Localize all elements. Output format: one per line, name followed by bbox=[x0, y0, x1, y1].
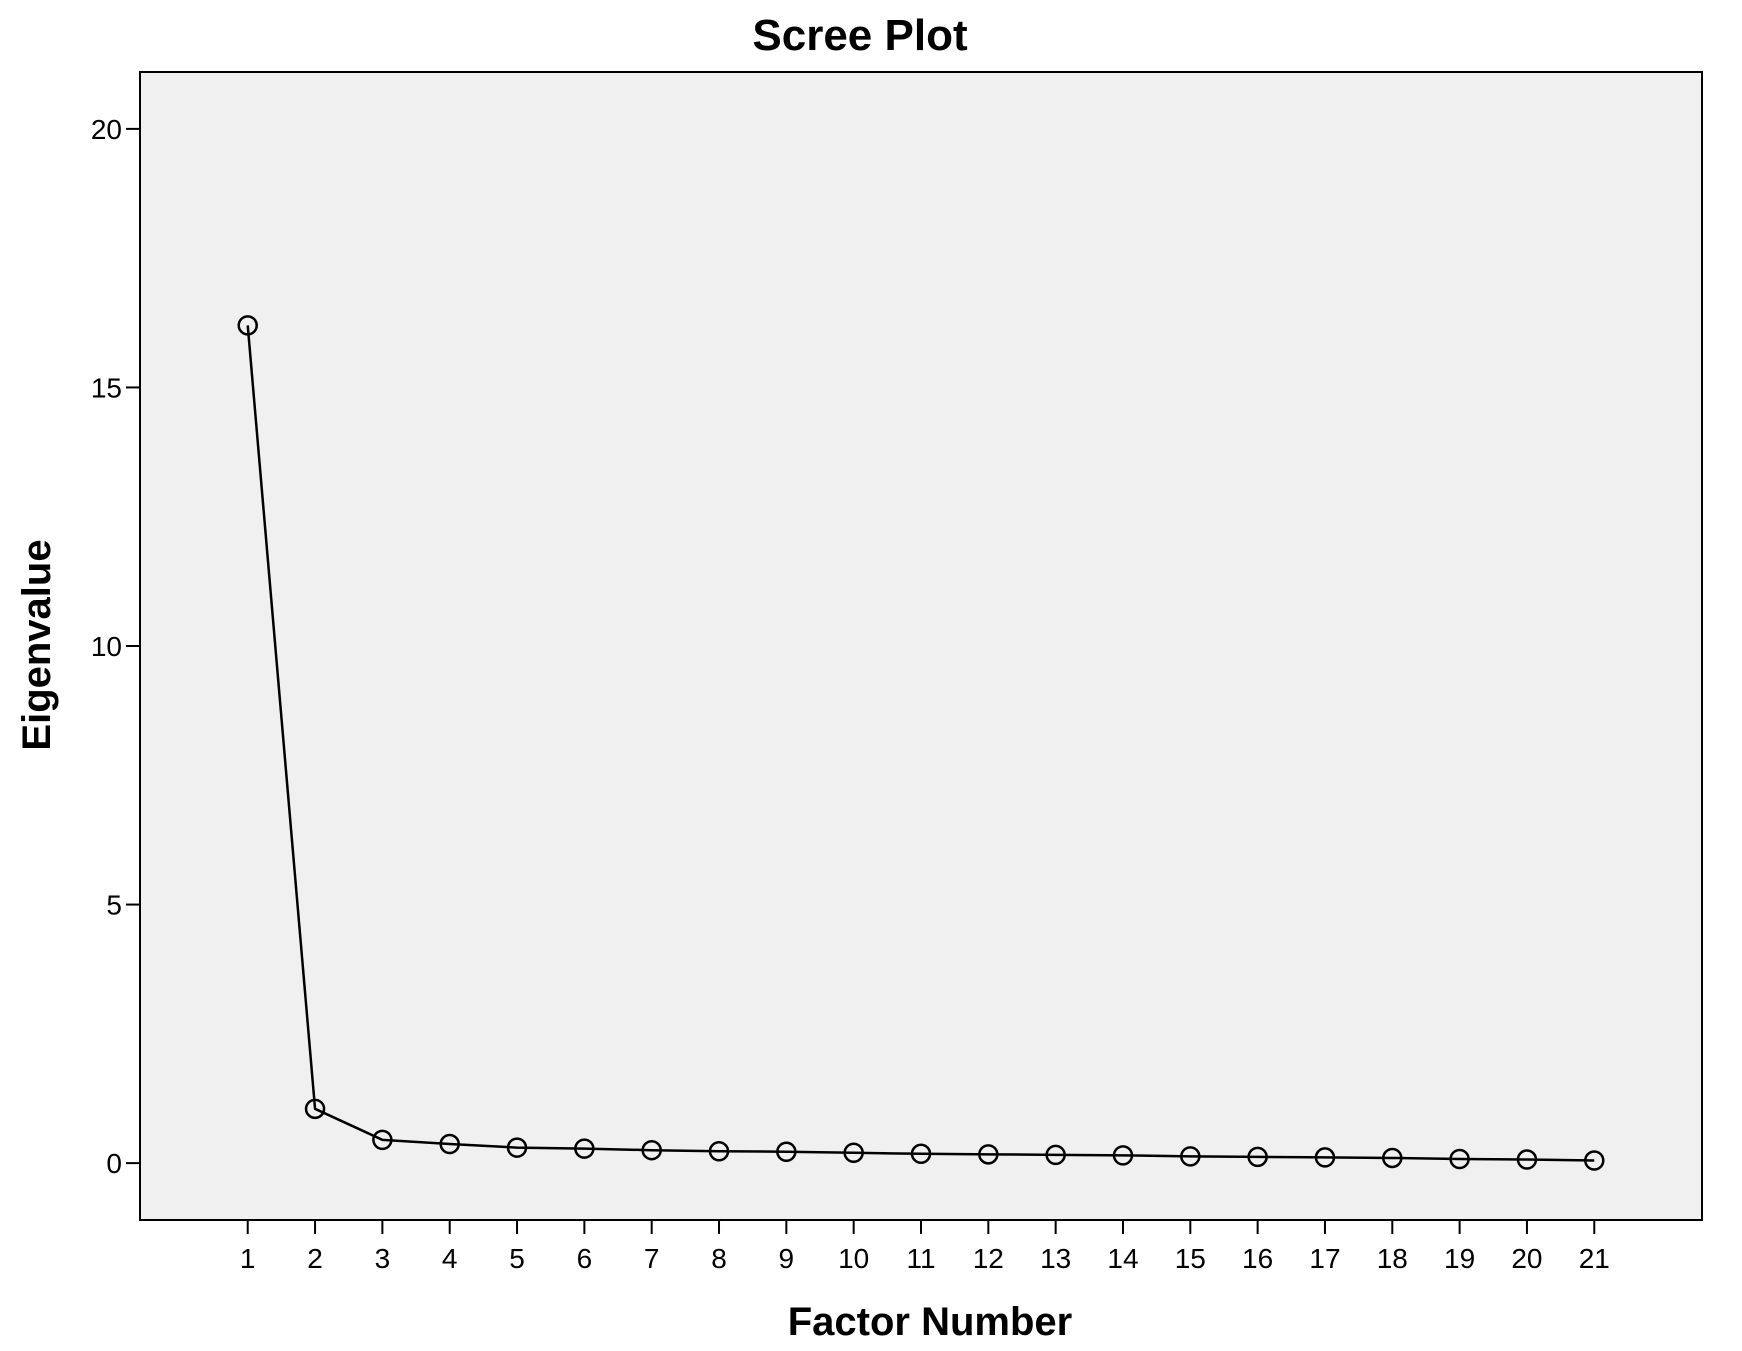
x-tick-label: 20 bbox=[1511, 1243, 1542, 1274]
x-axis-ticks: 1 2 3 4 5 6 7 8 9 10 11 12 13 14 15 16 17 18 19 20 21 bbox=[240, 1220, 1610, 1274]
data-point bbox=[1516, 1149, 1538, 1170]
x-axis-title: Factor Number bbox=[788, 1300, 1073, 1344]
x-tick-label: 4 bbox=[442, 1243, 458, 1274]
x-tick-label: 15 bbox=[1175, 1243, 1206, 1274]
x-tick-label: 8 bbox=[711, 1243, 727, 1274]
data-point bbox=[1314, 1147, 1336, 1168]
data-point bbox=[506, 1137, 528, 1158]
data-point bbox=[304, 1098, 326, 1120]
data-point bbox=[372, 1129, 393, 1151]
data-point bbox=[1045, 1144, 1066, 1166]
data-point bbox=[1449, 1148, 1470, 1170]
data-point bbox=[439, 1133, 460, 1155]
x-tick-label: 13 bbox=[1040, 1243, 1071, 1274]
data-point bbox=[910, 1143, 932, 1165]
y-axis-ticks: 0 5 10 15 20 bbox=[91, 114, 140, 1179]
data-point bbox=[574, 1138, 595, 1159]
data-point bbox=[237, 315, 258, 336]
data-point bbox=[978, 1144, 999, 1165]
data-point bbox=[1584, 1150, 1605, 1171]
y-tick-label: 15 bbox=[91, 372, 122, 403]
data-point bbox=[708, 1140, 730, 1162]
data-point bbox=[776, 1141, 797, 1162]
x-tick-label: 10 bbox=[838, 1243, 869, 1274]
y-axis-title: Eigenvalue bbox=[15, 539, 59, 750]
data-point bbox=[1112, 1145, 1134, 1166]
x-tick-label: 19 bbox=[1444, 1243, 1475, 1274]
x-tick-label: 3 bbox=[375, 1243, 391, 1274]
plot-area bbox=[139, 71, 1703, 1221]
data-point bbox=[1382, 1147, 1403, 1169]
chart-title: Scree Plot bbox=[752, 11, 968, 60]
y-tick-label: 20 bbox=[91, 114, 122, 145]
y-tick-label: 0 bbox=[106, 1148, 122, 1179]
x-tick-label: 17 bbox=[1309, 1243, 1340, 1274]
x-tick-label: 18 bbox=[1377, 1243, 1408, 1274]
data-point bbox=[1180, 1146, 1201, 1167]
x-tick-label: 12 bbox=[973, 1243, 1004, 1274]
y-tick-label: 5 bbox=[106, 890, 122, 921]
x-tick-label: 9 bbox=[779, 1243, 795, 1274]
x-tick-label: 2 bbox=[307, 1243, 323, 1274]
x-tick-label: 11 bbox=[906, 1243, 935, 1274]
series-line bbox=[246, 325, 1595, 1162]
x-tick-label: 16 bbox=[1242, 1243, 1273, 1274]
x-tick-label: 1 bbox=[240, 1243, 256, 1274]
data-point bbox=[1247, 1146, 1268, 1168]
x-tick-label: 14 bbox=[1107, 1243, 1138, 1274]
data-point bbox=[843, 1142, 864, 1164]
x-tick-label: 5 bbox=[509, 1243, 525, 1274]
data-point bbox=[641, 1139, 662, 1161]
y-tick-label: 10 bbox=[91, 631, 122, 662]
series-eigenvalues bbox=[237, 315, 1605, 1171]
x-tick-label: 6 bbox=[577, 1243, 593, 1274]
x-tick-label: 21 bbox=[1579, 1243, 1610, 1274]
x-tick-label: 7 bbox=[644, 1243, 660, 1274]
